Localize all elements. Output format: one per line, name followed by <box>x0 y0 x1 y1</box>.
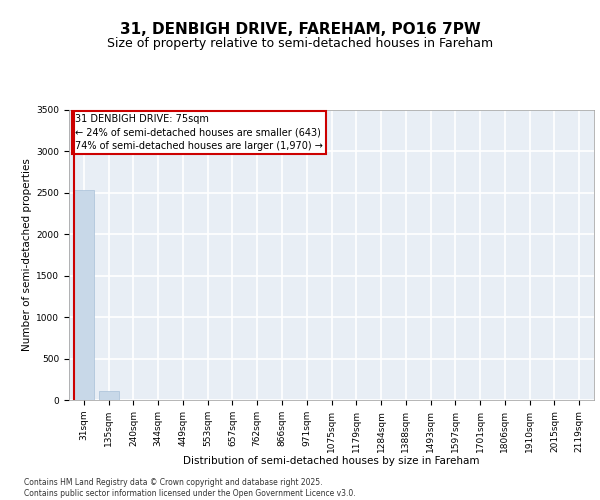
X-axis label: Distribution of semi-detached houses by size in Fareham: Distribution of semi-detached houses by … <box>183 456 480 466</box>
Text: 31 DENBIGH DRIVE: 75sqm
← 24% of semi-detached houses are smaller (643)
74% of s: 31 DENBIGH DRIVE: 75sqm ← 24% of semi-de… <box>75 114 323 150</box>
Text: 31, DENBIGH DRIVE, FAREHAM, PO16 7PW: 31, DENBIGH DRIVE, FAREHAM, PO16 7PW <box>119 22 481 38</box>
Y-axis label: Number of semi-detached properties: Number of semi-detached properties <box>22 158 32 352</box>
Bar <box>74 190 94 400</box>
Bar <box>99 391 119 400</box>
Text: Contains HM Land Registry data © Crown copyright and database right 2025.
Contai: Contains HM Land Registry data © Crown c… <box>24 478 356 498</box>
Text: Size of property relative to semi-detached houses in Fareham: Size of property relative to semi-detach… <box>107 38 493 51</box>
